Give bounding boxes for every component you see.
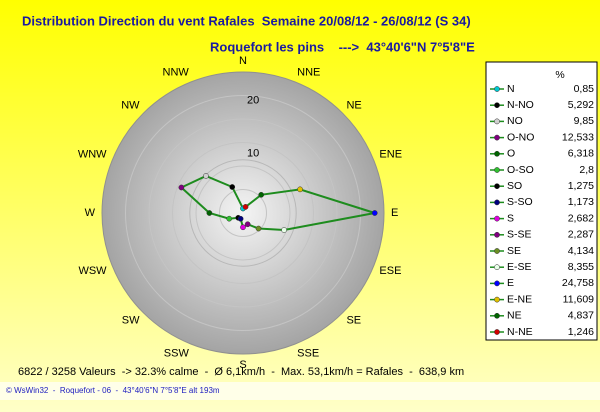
legend-value: 11,609 [563,293,594,305]
legend-swatch [494,296,500,303]
radar-point [229,184,236,190]
radar-point [255,225,262,232]
direction-label: NNW [163,66,190,78]
radar-point [244,221,251,228]
grid-ring [189,159,297,267]
direction-label: NNE [297,66,320,78]
legend-value: 1,246 [568,326,594,338]
legend-swatch [494,118,500,125]
direction-label: WSW [78,265,107,277]
direction-label: NW [121,99,140,111]
radar-point [240,224,246,231]
legend-name: O [507,148,515,160]
legend-name: N [507,83,515,95]
radar-band [219,189,267,237]
legend-header: % [555,69,564,81]
footer-strip [0,382,600,400]
direction-label: WNW [78,149,107,161]
direction-label: SSE [297,347,319,359]
legend-name: N-NE [507,326,533,338]
legend-name: O-NO [507,131,534,143]
legend-swatch [494,134,500,141]
chart-subtitle: Roquefort les pins ---> 43°40'6"N 7°5'8"… [210,39,475,54]
radar-point [281,227,287,233]
direction-label: W [85,207,96,219]
direction-label: SSW [164,347,190,359]
legend-value: 4,134 [568,245,594,257]
legend-value: 2,287 [568,229,594,241]
direction-label: ESE [379,265,401,277]
radar-band [172,142,314,284]
legend-swatch [494,231,500,238]
legend-value: 5,292 [568,99,594,111]
direction-label: SW [122,314,140,326]
direction-label: ENE [379,149,402,161]
legend-value: 9,85 [574,115,595,127]
legend-swatch [494,150,500,157]
legend-name: S [507,212,514,224]
radar-band [125,95,361,331]
legend-name: N-NO [507,99,534,111]
radar-band [195,165,291,261]
direction-label: SE [346,314,361,326]
legend-name: E-SE [507,261,532,273]
legend-value: 2,682 [568,212,594,224]
legend-swatch [494,199,500,206]
legend-swatch [494,102,500,109]
legend-value: 6,318 [568,148,594,160]
legend-swatch [494,86,500,92]
radar-band [148,118,338,308]
legend-name: SE [507,245,521,257]
legend-value: 24,758 [562,277,594,289]
radar-point [206,210,213,216]
r-tick-label: 20 [247,94,259,106]
legend-swatch [494,280,500,287]
grid-ring [136,106,350,320]
radar-point [258,191,265,198]
legend-swatch [494,215,500,222]
legend-name: O-SO [507,164,534,176]
legend-name: S-SE [507,229,532,241]
legend-value: 8,355 [568,261,594,273]
legend-value: 2,8 [579,164,594,176]
direction-label: NE [346,99,361,111]
legend-name: SO [507,180,522,192]
credit: © WsWin32 - Roquefort - 06 - 43°40'6"N 7… [6,386,220,395]
legend-name: NE [507,310,522,322]
radar-disk [101,71,385,355]
legend-name: E [507,277,514,289]
radar-point [226,215,233,222]
legend-box [485,61,598,341]
legend-swatch [494,248,500,254]
legend-value: 1,173 [568,196,594,208]
direction-label: S [239,359,246,371]
legend-swatch [494,183,500,190]
radar-point [371,210,378,216]
direction-label: E [391,207,398,219]
r-tick-label: 10 [247,148,259,160]
legend-value: 0,85 [574,83,595,95]
direction-label: N [239,55,247,67]
radar-point [242,204,249,210]
legend-name: S-SO [507,196,533,208]
chart-title: Distribution Direction du vent Rafales S… [22,13,471,28]
legend-value: 4,837 [568,310,594,322]
legend-name: NO [507,115,523,127]
radar-point [178,184,185,191]
legend-value: 12,533 [562,131,594,143]
legend-swatch [494,312,500,319]
footer: 6822 / 3258 Valeurs -> 32.3% calme - Ø 6… [18,366,464,378]
legend-name: E-NE [507,293,532,305]
legend-swatch [494,264,500,271]
legend-swatch [494,167,500,173]
legend-swatch [494,329,500,335]
radar-point [203,173,209,179]
legend-value: 1,275 [568,180,594,192]
radar-point [237,215,244,222]
radar-point [297,186,303,193]
